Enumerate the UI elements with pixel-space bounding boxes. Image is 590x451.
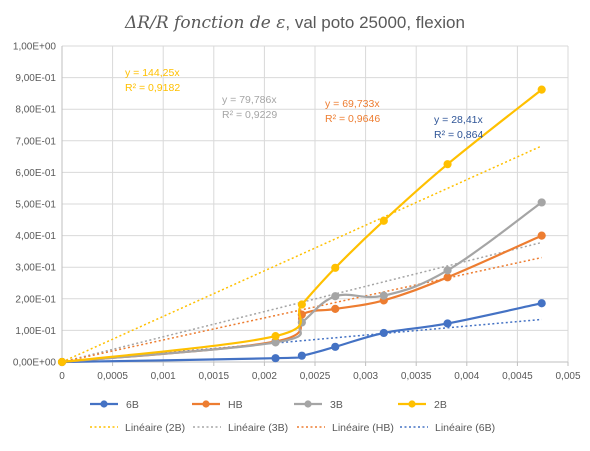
data-point-hb: [537, 231, 546, 240]
y-tick-label: 0,00E+00: [13, 358, 57, 369]
y-tick-label: 8,00E-01: [15, 105, 56, 116]
chart-title-math: ΔR/R fonction de ε: [124, 13, 285, 33]
trend-r2-6b: R² = 0,864: [434, 129, 483, 141]
legend-trend-label-lin-aire-6b-: Linéaire (6B): [435, 422, 495, 434]
data-point-2b: [271, 331, 280, 341]
legend-label-hb: HB: [228, 399, 243, 411]
y-tick-label: 1,00E-01: [15, 326, 56, 337]
axes: 0,00E+00 1,00E-01 2,00E-01 3,00E-01 4,00E-01…: [13, 42, 581, 383]
legend-label-3b: 3B: [330, 399, 343, 411]
x-tick-label: 0,0045: [502, 371, 533, 382]
trend-equation-2b: y = 144,25x: [125, 67, 180, 79]
y-tick-label: 3,00E-01: [15, 263, 56, 274]
data-point-hb: [443, 273, 452, 282]
legend-trend-label-lin-aire-3b-: Linéaire (3B): [228, 422, 288, 434]
y-tick-label: 9,00E-01: [15, 73, 56, 84]
data-point-2b: [443, 160, 452, 169]
series-lines: [57, 85, 546, 367]
trendlines: [61, 145, 542, 363]
trend-r2-3b: R² = 0,9229: [222, 109, 277, 121]
data-point-6b: [537, 299, 546, 308]
legend-marker-hb: [202, 400, 210, 408]
data-point-6b: [331, 342, 340, 351]
data-point-2b: [379, 216, 388, 225]
legend-marker-2b: [408, 400, 416, 408]
data-point-hb: [331, 304, 340, 314]
x-tick-label: 0,0035: [401, 371, 432, 382]
chart-title-rest: , val poto 25000, flexion: [285, 13, 465, 32]
x-tick-label: 0,003: [353, 371, 378, 382]
legend-marker-6b: [100, 400, 108, 408]
trend-equation-3b: y = 79,786x: [222, 94, 277, 106]
x-tick-label: 0,0005: [97, 371, 128, 382]
trend-r2-hb: R² = 0,9646: [325, 113, 380, 125]
data-point-2b: [331, 263, 340, 272]
data-point-3b: [331, 292, 340, 301]
y-tick-label: 4,00E-01: [15, 231, 56, 242]
y-tick-label: 5,00E-01: [15, 200, 56, 211]
data-point-2b: [57, 357, 67, 367]
legend-label-2b: 2B: [434, 399, 447, 411]
trendline-lin-aire-hb-: [61, 256, 542, 363]
x-tick-label: 0,002: [252, 371, 277, 382]
data-point-3b: [443, 266, 452, 275]
x-tick-label: 0,0015: [199, 371, 230, 382]
y-tick-label: 2,00E-01: [15, 294, 56, 305]
legend-label-6b: 6B: [126, 399, 139, 411]
trendline-equations: y = 144,25x R² = 0,9182 y = 79,786x R² = 0,…: [125, 67, 483, 141]
data-point-6b: [271, 354, 280, 363]
series-line-3b: [61, 201, 543, 364]
data-point-2b: [537, 85, 546, 94]
trend-equation-6b: y = 28,41x: [434, 114, 483, 126]
x-tick-label: 0,001: [151, 371, 176, 382]
x-tick-label: 0,005: [555, 371, 580, 382]
legend-trend-label-lin-aire-hb-: Linéaire (HB): [332, 422, 394, 434]
legend-trend-label-lin-aire-2b-: Linéaire (2B): [125, 422, 185, 434]
data-point-6b: [443, 319, 452, 328]
data-point-6b: [379, 328, 388, 338]
data-point-3b: [379, 291, 388, 300]
chart-title: ΔR/R fonction de ε, val poto 25000, flex…: [124, 13, 465, 33]
gridlines: [62, 45, 569, 362]
legend-marker-3b: [304, 400, 312, 408]
x-tick-label: 0,004: [454, 371, 479, 382]
legend: 6B HB 3B 2B Linéaire (2B) Linéaire (3B) Linéai…: [90, 399, 495, 434]
trendline-lin-aire-6b-: [61, 318, 542, 363]
trend-r2-2b: R² = 0,9182: [125, 82, 180, 94]
y-tick-label: 6,00E-01: [15, 168, 56, 179]
data-point-2b: [297, 300, 306, 309]
x-tick-label: 0: [59, 371, 65, 382]
x-tick-label: 0,0025: [300, 371, 331, 382]
y-tick-label: 1,00E+00: [13, 42, 57, 53]
data-point-6b: [297, 351, 306, 360]
trend-equation-hb: y = 69,733x: [325, 98, 380, 110]
y-tick-label: 7,00E-01: [15, 136, 56, 147]
trendline-lin-aire-2b-: [61, 145, 542, 363]
trendline-lin-aire-3b-: [61, 241, 542, 363]
data-point-3b: [537, 198, 546, 207]
